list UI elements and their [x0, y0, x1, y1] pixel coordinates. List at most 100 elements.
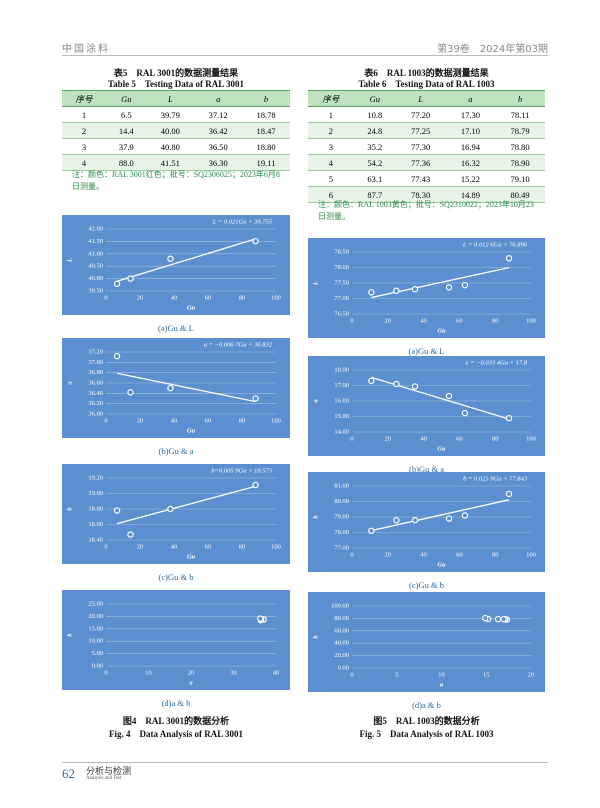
data-point [113, 280, 121, 288]
x-tick-label: 40 [171, 543, 178, 550]
plot [368, 255, 513, 299]
chart: 76.50 77.00 77.50 78.00 78.50 0 20 40 60 80 100 Gu L… [308, 238, 545, 338]
header-rule [62, 55, 548, 56]
x-tick-label: 80 [492, 317, 499, 324]
plot [113, 481, 259, 538]
y-tick-label: 37.20 [88, 348, 103, 355]
x-tick-label: 100 [271, 294, 281, 301]
data-point [113, 507, 121, 514]
y-tick-label: 5.00 [92, 650, 103, 657]
data-point [368, 527, 375, 534]
column-header: L [146, 90, 195, 107]
data-point [252, 481, 259, 489]
chart-background [308, 238, 545, 338]
column-header: b [495, 90, 545, 107]
table-row: 5 63.1 77.43 15.22 79.10 [308, 170, 545, 187]
trendline [116, 372, 256, 403]
x-tick-label: 20 [385, 317, 392, 324]
column-header: Gu [353, 90, 396, 107]
x-tick-label: 10 [145, 669, 152, 676]
cell: 54.2 [353, 154, 396, 171]
trendline [116, 238, 256, 282]
cell: 18.47 [242, 122, 290, 139]
x-axis-label: Gu [437, 445, 446, 452]
data-point [411, 516, 419, 524]
table-row: 2 24.8 77.25 17.10 78.79 [308, 122, 545, 139]
y-tick-label: 20.00 [334, 652, 349, 659]
y-tick-label: 15.00 [334, 413, 349, 420]
y-tick-label: 40.00 [334, 640, 349, 647]
x-axis-label: Gu [437, 561, 446, 568]
cell: 4 [62, 154, 107, 171]
table-body: 1 6.5 39.79 37.12 18.78 2 14.4 40.00 36.42 18.47 3… [62, 106, 290, 171]
x-tick-label: 80 [492, 551, 499, 558]
table-note: 注：颜色：RAL 3001红色；批号：SQ2306025；2023年6月8日测量… [72, 170, 280, 191]
x-tick-label: 0 [350, 551, 353, 558]
cell: 2 [308, 122, 354, 139]
equation: a = −0.006 7Gu + 36.832 [204, 341, 273, 348]
x-tick-label: 10 [438, 671, 445, 678]
y-tick-label: 18.00 [334, 366, 349, 373]
data-point [445, 392, 453, 400]
table-row: 3 37.9 40.80 36.50 18.80 [62, 138, 290, 155]
x-axis-label: a [440, 681, 444, 688]
y-axis-label: b [66, 633, 73, 637]
chart-background [62, 215, 290, 315]
y-axis-label: L [66, 258, 73, 263]
x-tick-label: 40 [171, 417, 178, 424]
y-tick-label: 100.00 [331, 602, 349, 609]
y-tick-label: 41.00 [88, 250, 103, 257]
section: 分析与检测 [86, 767, 132, 777]
y-tick-label: 78.50 [334, 248, 349, 255]
y-tick-label: 42.00 [88, 225, 103, 232]
y-tick-label: 19.00 [88, 490, 103, 497]
y-tick-label: 79.00 [334, 513, 349, 520]
chart-background [308, 472, 545, 572]
y-tick-label: 15.00 [88, 625, 103, 632]
data-point [445, 284, 453, 291]
cell: 15.22 [445, 170, 496, 187]
y-tick-label: 40.00 [88, 275, 103, 282]
data-point [505, 490, 513, 498]
x-tick-label: 20 [137, 543, 144, 550]
y-tick-label: 0.00 [338, 664, 349, 671]
data-point [482, 614, 489, 622]
cell: 36.42 [194, 122, 243, 139]
chart-background [308, 356, 545, 456]
y-tick-label: 36.00 [88, 410, 103, 417]
cell: 3 [308, 138, 354, 155]
y-tick-label: 36.60 [88, 379, 103, 386]
table-note: 注：颜色：RAL 1003黄色；批号：SQ2310022；2023年10月23日… [318, 200, 534, 221]
x-tick-label: 0 [350, 435, 353, 442]
y-axis-label: b [312, 515, 319, 519]
x-axis-label: Gu [187, 553, 196, 560]
data-point [445, 515, 453, 522]
y-tick-label: 80.00 [334, 615, 349, 622]
x-tick-label: 80 [239, 294, 246, 301]
equation: b=0.005 9Gu + 18.573 [211, 467, 272, 474]
cell: 6 [308, 186, 354, 203]
y-tick-label: 36.40 [88, 390, 103, 397]
y-tick-label: 19.20 [88, 474, 103, 481]
table-title-en: Table 6 Testing Data of RAL 1003 [358, 79, 495, 89]
chart: 0.00 20.00 40.00 60.00 80.00 100.00 0 5 10 15 20 a b [308, 592, 545, 692]
chart-caption: (d)a & b [412, 700, 441, 710]
x-tick-label: 100 [526, 317, 536, 324]
cell: 39.79 [146, 106, 195, 123]
cell: 24.8 [353, 122, 396, 139]
cell: 37.12 [194, 106, 243, 123]
x-tick-label: 30 [230, 669, 237, 676]
y-tick-label: 18.80 [88, 505, 103, 512]
x-tick-label: 40 [420, 551, 427, 558]
cell: 1 [308, 106, 354, 123]
x-tick-label: 0 [104, 294, 107, 301]
x-tick-label: 20 [137, 417, 144, 424]
cell: 16.32 [445, 154, 496, 171]
plot [368, 490, 513, 534]
issue: 第39卷 2024年第03期 [437, 44, 548, 55]
cell: 63.1 [353, 170, 396, 187]
x-tick-label: 60 [205, 294, 212, 301]
